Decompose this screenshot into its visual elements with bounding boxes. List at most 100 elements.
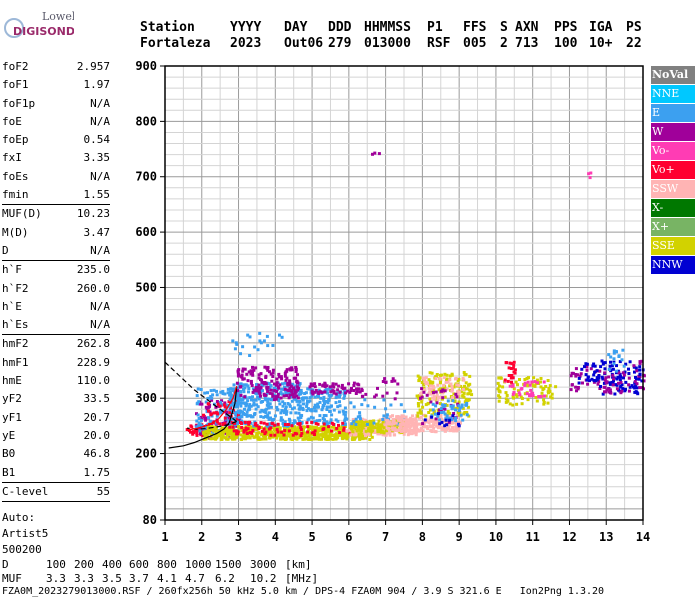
echo-point: [297, 432, 301, 436]
echo-point: [319, 433, 323, 437]
echo-point: [215, 411, 219, 415]
echo-point: [421, 422, 425, 426]
echo-point: [279, 416, 283, 420]
echo-point: [264, 398, 268, 402]
echo-cluster-17: [419, 376, 466, 402]
echo-point: [600, 375, 604, 379]
echo-point: [593, 370, 597, 374]
echo-point: [313, 390, 317, 394]
echo-point: [448, 378, 452, 382]
echo-point: [542, 401, 546, 404]
echo-cluster-25: [577, 362, 601, 385]
echo-point: [211, 437, 215, 441]
echo-point: [428, 390, 432, 394]
echo-point: [403, 429, 407, 433]
echo-point: [585, 378, 589, 382]
echo-point: [601, 392, 605, 396]
echo-point: [609, 360, 612, 364]
echo-point: [254, 435, 257, 439]
echo-point: [300, 431, 304, 435]
echo-point: [498, 384, 501, 388]
echo-point: [275, 389, 279, 393]
echo-point: [226, 416, 230, 420]
echo-cluster-21: [496, 376, 558, 407]
param-separator: [2, 501, 110, 503]
echo-point: [263, 396, 267, 400]
echo-point: [382, 398, 386, 402]
echo-point: [256, 348, 260, 352]
echo-point: [511, 403, 515, 407]
echo-point: [441, 403, 445, 407]
echo-point: [354, 433, 358, 437]
echo-point: [355, 387, 358, 391]
echo-point: [305, 396, 308, 400]
header-label-0: Station: [140, 20, 195, 35]
echo-point: [457, 424, 461, 428]
echo-point: [382, 426, 386, 430]
echo-point: [448, 411, 452, 415]
echo-point: [293, 426, 297, 430]
echo-point: [388, 420, 392, 424]
echo-point: [330, 413, 334, 417]
echo-point: [215, 400, 219, 403]
echo-point: [288, 421, 292, 425]
echo-point: [343, 389, 347, 393]
echo-point: [434, 412, 437, 416]
echo-point: [237, 425, 241, 429]
echo-points: [185, 151, 646, 441]
echo-point: [280, 409, 284, 413]
echo-point: [249, 372, 253, 376]
echo-point: [638, 365, 642, 369]
echo-point: [268, 386, 272, 390]
param-row: foF1p N/A: [2, 95, 110, 113]
echo-point: [439, 380, 442, 384]
echo-point: [264, 434, 268, 437]
echo-point: [428, 408, 432, 412]
echo-point: [440, 373, 444, 377]
echo-point: [231, 425, 235, 429]
echo-point: [298, 422, 302, 425]
echo-point: [633, 370, 636, 374]
echo-point: [338, 390, 342, 394]
echo-point: [583, 365, 586, 369]
echo-point: [454, 416, 457, 420]
echo-point: [363, 424, 367, 427]
echo-point: [353, 437, 356, 441]
echo-point: [306, 425, 310, 429]
echo-point: [294, 366, 298, 369]
echo-point: [414, 416, 418, 420]
echo-point: [451, 404, 455, 408]
echo-point: [611, 381, 615, 385]
echo-point: [254, 398, 258, 402]
header-label-8: AXN: [515, 20, 539, 35]
param-row: h`F 235.0: [2, 261, 110, 279]
x-tick-label: 9: [456, 530, 463, 544]
header-label-3: DDD: [328, 20, 352, 35]
echo-point: [638, 361, 642, 365]
echo-point: [303, 392, 307, 395]
echo-point: [506, 399, 510, 403]
echo-point: [344, 435, 348, 439]
echo-point: [385, 413, 389, 417]
echo-point: [329, 390, 333, 394]
echo-point: [510, 380, 513, 384]
echo-point: [422, 413, 426, 417]
echo-point: [446, 380, 450, 384]
echo-point: [346, 432, 349, 436]
echo-point: [299, 416, 303, 419]
echo-point: [603, 378, 607, 382]
echo-point: [450, 407, 454, 411]
echo-point: [436, 383, 440, 387]
echo-point: [277, 375, 281, 379]
echo-point: [504, 391, 508, 395]
echo-point: [293, 391, 297, 395]
echo-point: [276, 430, 280, 434]
echo-point: [223, 405, 227, 409]
echo-point: [436, 396, 440, 399]
echo-point: [356, 428, 360, 432]
echo-point: [334, 437, 338, 441]
echo-point: [640, 359, 644, 363]
echo-point: [274, 397, 278, 401]
param-row: foF1 1.97: [2, 76, 110, 94]
echo-point: [325, 405, 329, 409]
